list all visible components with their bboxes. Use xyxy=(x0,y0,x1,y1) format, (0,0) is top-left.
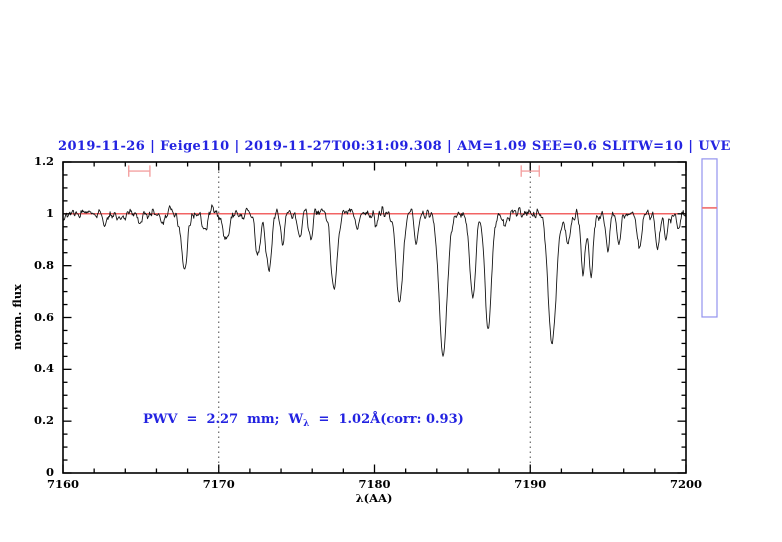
spectrum-path xyxy=(62,204,687,357)
y-tick-label: 1.2 xyxy=(33,154,54,168)
x-axis-label: λ(AA) xyxy=(355,491,393,505)
equivalent-width-text: = 1.02Å(corr: 0.93) xyxy=(309,412,464,427)
y-tick-label: 0.6 xyxy=(33,309,54,324)
pwv-value-text: PWV = 2.27 mm; W xyxy=(143,412,304,427)
side-gauge xyxy=(701,158,718,318)
x-tick-label: 7160 xyxy=(46,477,79,491)
x-tick-label: 7170 xyxy=(202,477,235,491)
y-tick-label: 0.4 xyxy=(33,361,54,376)
y-tick-label: 0.8 xyxy=(33,257,54,272)
y-tick-label: 0 xyxy=(45,465,54,479)
pwv-annotation: PWV = 2.27 mm; Wλ = 1.02Å(corr: 0.93) xyxy=(143,412,464,429)
x-tick-label: 7180 xyxy=(358,477,391,491)
x-tick-label: 7200 xyxy=(669,477,702,491)
x-tick-label: 7190 xyxy=(514,477,547,491)
plot-title: 2019-11-26 | Feige110 | 2019-11-27T00:31… xyxy=(58,139,731,154)
y-tick-label: 1 xyxy=(45,205,54,220)
lambda-subscript: λ xyxy=(303,419,310,429)
y-tick-label: 0.2 xyxy=(33,413,54,428)
